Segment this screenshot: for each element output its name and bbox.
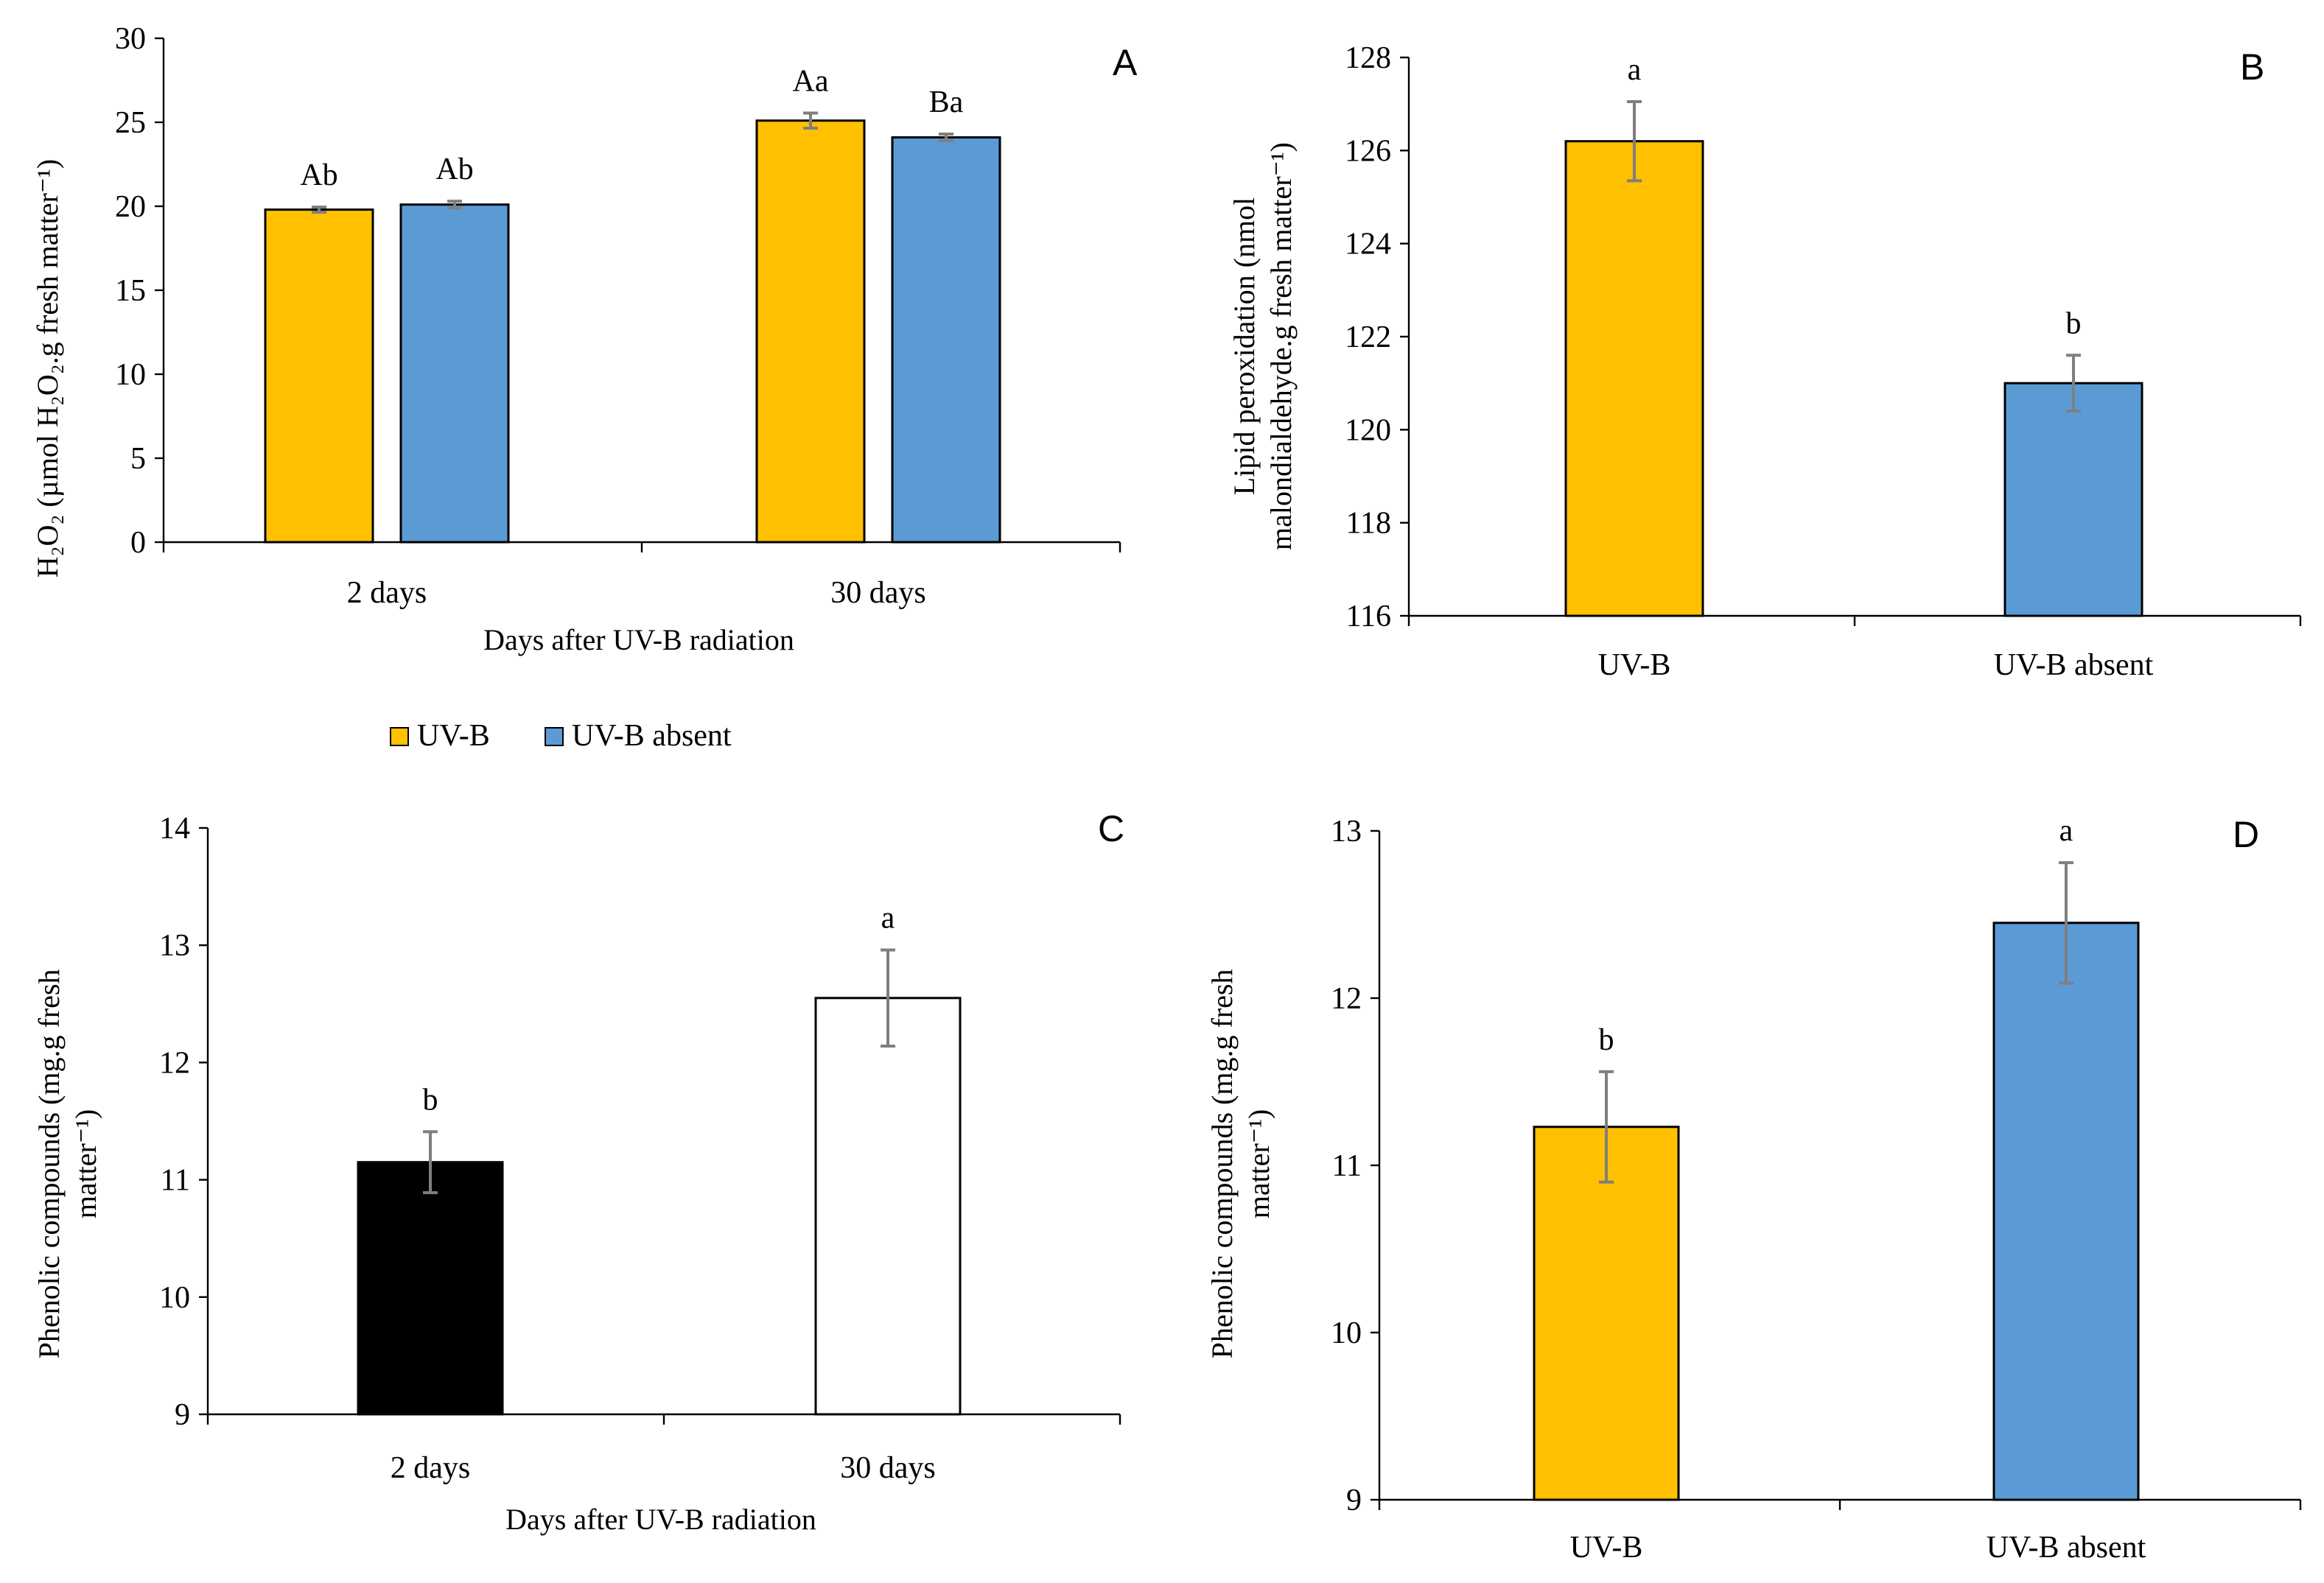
bar-uv-b-absent bbox=[891, 136, 1001, 544]
x-axis-label-a: Days after UV-B radiation bbox=[483, 623, 794, 656]
x-tick-label: UV-B absent bbox=[1994, 648, 2154, 682]
legend-swatch-uvb-absent bbox=[545, 727, 564, 746]
chart-panel-d: D Phenolic compounds (mg.g fresh matter⁻… bbox=[1205, 814, 2302, 1565]
y-tick-label: 9 bbox=[175, 1398, 190, 1432]
x-tick-label: 2 days bbox=[391, 1451, 471, 1485]
y-axis-label-d-line2: matter⁻¹) bbox=[1242, 1109, 1275, 1219]
y-axis-label-c-line2: matter⁻¹) bbox=[69, 1109, 102, 1219]
y-tick-label: 118 bbox=[1346, 507, 1391, 541]
significance-label: b bbox=[1599, 1023, 1614, 1057]
y-tick-label: 10 bbox=[159, 1281, 190, 1315]
y-axis-label-d-line1: Phenolic compounds (mg.g fresh bbox=[1205, 969, 1239, 1359]
y-tick-label: 10 bbox=[115, 358, 146, 392]
y-tick-label: 122 bbox=[1345, 320, 1391, 354]
panel-label-b: B bbox=[2240, 46, 2264, 88]
y-axis-label-c-line1: Phenolic compounds (mg.g fresh bbox=[32, 969, 66, 1359]
bar-30-days bbox=[814, 997, 962, 1416]
chart-panel-a: A Days after UV-B radiation H₂O₂ (µmol H… bbox=[31, 22, 1138, 656]
bar-uv-b-absent bbox=[2003, 382, 2143, 617]
y-tick-label: 124 bbox=[1345, 228, 1391, 262]
bar-uv-b-absent bbox=[1992, 922, 2140, 1501]
x-tick-label: 2 days bbox=[347, 576, 427, 610]
legend: UV-B UV-B absent bbox=[390, 719, 732, 753]
y-axis-label-b-line2: malondialdehyde.g fresh matter⁻¹) bbox=[1264, 142, 1298, 550]
x-tick-label: UV-B bbox=[1598, 648, 1671, 682]
bar-uv-b bbox=[755, 119, 866, 544]
significance-label: a bbox=[2059, 814, 2073, 848]
panel-label-a: A bbox=[1113, 42, 1138, 83]
y-axis-label-a: H₂O₂ (µmol H₂O₂.g fresh matter⁻¹) bbox=[31, 159, 64, 578]
y-tick-label: 11 bbox=[161, 1164, 190, 1198]
significance-label: Aa bbox=[793, 64, 829, 98]
chart-panel-c: C Days after UV-B radiation Phenolic com… bbox=[32, 808, 1124, 1536]
bar-uv-b bbox=[264, 208, 374, 544]
y-tick-label: 14 bbox=[159, 812, 190, 846]
legend-swatch-uvb bbox=[390, 727, 409, 746]
x-tick-label: 30 days bbox=[830, 576, 926, 610]
y-tick-label: 12 bbox=[159, 1046, 190, 1080]
x-axis-label-c: Days after UV-B radiation bbox=[505, 1503, 816, 1536]
chart-panel-b: B Lipid peroxidation (nmol malondialdehy… bbox=[1228, 41, 2302, 682]
y-tick-label: 9 bbox=[1346, 1484, 1362, 1517]
y-tick-label: 30 bbox=[115, 22, 146, 56]
significance-label: Ab bbox=[435, 152, 473, 186]
legend-label-uvb: UV-B bbox=[417, 719, 490, 753]
significance-label: a bbox=[1628, 53, 1642, 87]
y-tick-label: 20 bbox=[115, 190, 146, 224]
y-tick-label: 11 bbox=[1332, 1149, 1362, 1183]
y-tick-label: 116 bbox=[1346, 600, 1391, 633]
legend-label-uvb-absent: UV-B absent bbox=[572, 719, 732, 753]
y-tick-label: 12 bbox=[1331, 982, 1362, 1016]
y-tick-label: 10 bbox=[1331, 1316, 1362, 1350]
y-axis-label-b-line1: Lipid peroxidation (nmol bbox=[1228, 197, 1261, 495]
significance-label: Ab bbox=[300, 158, 337, 192]
y-tick-label: 120 bbox=[1345, 413, 1391, 447]
bar-uv-b bbox=[1533, 1126, 1680, 1501]
y-tick-label: 5 bbox=[130, 442, 146, 476]
y-tick-label: 25 bbox=[115, 106, 146, 140]
y-tick-label: 126 bbox=[1345, 134, 1391, 168]
significance-label: b bbox=[423, 1083, 438, 1117]
y-tick-label: 13 bbox=[1331, 815, 1362, 849]
x-tick-label: UV-B absent bbox=[1987, 1531, 2146, 1565]
panel-label-d: D bbox=[2233, 814, 2259, 855]
bar-uv-b-absent bbox=[399, 203, 510, 544]
bar-uv-b bbox=[1564, 140, 1704, 617]
panel-label-c: C bbox=[1098, 808, 1124, 849]
bar-2-days bbox=[357, 1161, 504, 1416]
x-tick-label: UV-B bbox=[1570, 1531, 1643, 1565]
x-tick-label: 30 days bbox=[840, 1451, 936, 1485]
significance-label: a bbox=[881, 902, 895, 936]
significance-label: Ba bbox=[929, 85, 964, 119]
y-tick-label: 13 bbox=[159, 929, 190, 963]
y-tick-label: 0 bbox=[130, 526, 146, 560]
y-tick-label: 128 bbox=[1345, 41, 1391, 75]
y-tick-label: 15 bbox=[115, 274, 146, 308]
significance-label: b bbox=[2066, 306, 2082, 340]
